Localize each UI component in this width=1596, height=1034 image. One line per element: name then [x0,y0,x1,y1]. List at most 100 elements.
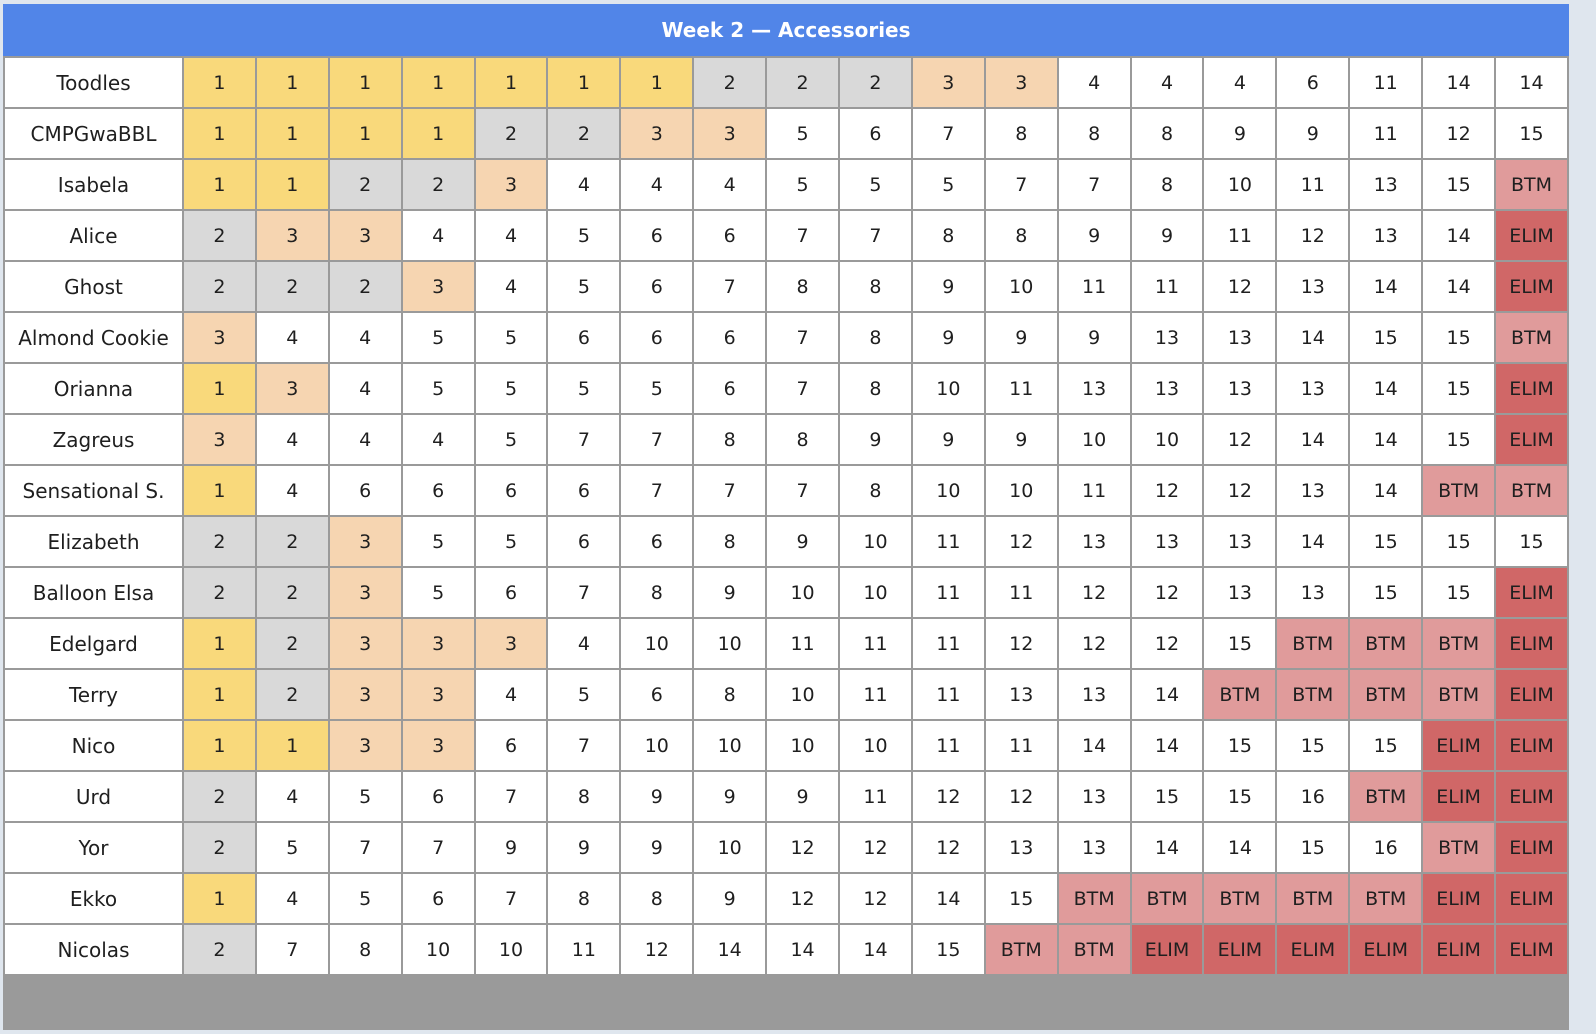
rank-cell: 11 [1056,464,1132,517]
contestant-name: Terry [3,668,184,721]
rank-cell: 12 [983,770,1059,823]
rank-cell: 15 [1275,719,1351,772]
rank-cell: 3 [327,617,403,670]
rank-cell: ELIM [1494,260,1569,313]
rank-cell: 6 [473,719,549,772]
rank-cell: 10 [692,821,768,874]
rank-cell: 2 [400,158,476,211]
rank-cell: 3 [327,515,403,568]
rank-cell: 13 [1275,362,1351,415]
rank-cell: 12 [910,821,986,874]
rank-cell: 7 [765,209,841,262]
contestant-name: Alice [3,209,184,262]
rank-cell: 14 [1494,56,1569,109]
rank-cell: 2 [254,260,330,313]
rank-cell: 8 [692,668,768,721]
rank-cell: BTM [1494,464,1569,517]
rank-cell: 2 [182,770,257,823]
rank-cell: 4 [473,668,549,721]
rank-cell: BTM [1129,872,1205,925]
rank-cell: 8 [546,770,622,823]
table-row: Urd 2 4 5 6 7 8 9 9 9 11 12 12 13 15 15 16 BTM ELIM ELIM [3,770,1569,823]
rank-cell: 4 [327,362,403,415]
rank-cell: BTM [1348,770,1424,823]
rank-cell: 1 [400,107,476,160]
rank-cell: 5 [546,260,622,313]
rank-cell: 7 [838,209,913,262]
rank-cell: 8 [327,923,403,976]
contestant-name: Sensational S. [3,464,184,517]
rank-cell: 13 [1056,362,1132,415]
rank-cell: 5 [838,158,913,211]
rank-cell: 3 [473,617,549,670]
rank-cell: 15 [1421,158,1497,211]
rank-cell: 11 [838,668,913,721]
rank-cell: 8 [619,872,695,925]
rank-cell: 9 [910,413,986,466]
rank-cell: 13 [1129,311,1205,364]
rank-cell: 6 [838,107,913,160]
rank-cell: 13 [1275,566,1351,619]
rank-cell: 12 [1129,464,1205,517]
rank-cell: BTM [1056,923,1132,976]
rank-cell: 12 [910,770,986,823]
rank-cell: 8 [692,515,768,568]
table-row: Ghost 2 2 2 3 4 5 6 7 8 8 9 10 11 11 12 13 14 14 ELIM [3,260,1569,313]
rank-cell: 7 [327,821,403,874]
rank-cell: ELIM [1275,923,1351,976]
rank-cell: 13 [1202,362,1278,415]
rank-cell: 11 [910,566,986,619]
rank-cell: BTM [1275,617,1351,670]
rank-cell: 4 [692,158,768,211]
rank-cell: ELIM [1494,872,1569,925]
rank-cell: 1 [400,56,476,109]
rank-cell: ELIM [1494,209,1569,262]
rank-cell: 4 [254,311,330,364]
rank-cell: 6 [473,566,549,619]
rank-cell: 10 [910,362,986,415]
rank-cell: 6 [546,311,622,364]
rank-cell: 15 [1129,770,1205,823]
table-row: CMPGwaBBL 1 1 1 1 2 2 3 3 5 6 7 8 8 8 9 9 11 12 15 [3,107,1569,160]
rank-cell: BTM [1421,617,1497,670]
table-row: Alice 2 3 3 4 4 5 6 6 7 7 8 8 9 9 11 12 13 14 ELIM [3,209,1569,262]
rank-cell: 5 [546,209,622,262]
rank-cell: BTM [1348,872,1424,925]
rank-cell: 8 [546,872,622,925]
rank-cell: 9 [1275,107,1351,160]
rank-cell: 6 [1275,56,1351,109]
rank-cell: 10 [619,617,695,670]
rank-cell: 5 [473,311,549,364]
rank-cell: 12 [619,923,695,976]
rank-cell: 1 [182,617,257,670]
rank-cell: 5 [765,158,841,211]
rank-cell: 6 [619,311,695,364]
rank-cell: 2 [182,923,257,976]
rank-cell: 10 [400,923,476,976]
ranking-table-body: Toodles 1 1 1 1 1 1 1 2 2 2 3 3 4 4 4 6 11 14 14 CMPGwaBBL 1 1… [3,56,1569,976]
table-row: Almond Cookie 3 4 4 5 5 6 6 6 7 8 9 9 9 13 13 14 15 15 BTM [3,311,1569,364]
rank-cell: 6 [619,515,695,568]
rank-cell: 10 [838,515,913,568]
rank-cell: 14 [1056,719,1132,772]
rank-cell: 3 [619,107,695,160]
rank-cell: 5 [473,362,549,415]
rank-cell: 8 [983,209,1059,262]
rank-cell: 11 [838,770,913,823]
rank-cell: 13 [1202,515,1278,568]
rank-cell: 1 [546,56,622,109]
rank-cell: 3 [182,311,257,364]
rank-cell: 5 [327,770,403,823]
rank-cell: 11 [983,719,1059,772]
ranking-table-frame: Week 2 — Accessories Toodles 1 1 1 1 1 1 1 2 2 2 3 3… [3,4,1569,1030]
rank-cell: 6 [546,515,622,568]
rank-cell: 13 [983,668,1059,721]
rank-cell: 12 [1056,566,1132,619]
rank-cell: 7 [910,107,986,160]
rank-cell: 10 [692,719,768,772]
rank-cell: 9 [1056,209,1132,262]
rank-cell: 9 [1129,209,1205,262]
rank-cell: 5 [473,515,549,568]
rank-cell: 8 [1129,107,1205,160]
rank-cell: 2 [254,566,330,619]
